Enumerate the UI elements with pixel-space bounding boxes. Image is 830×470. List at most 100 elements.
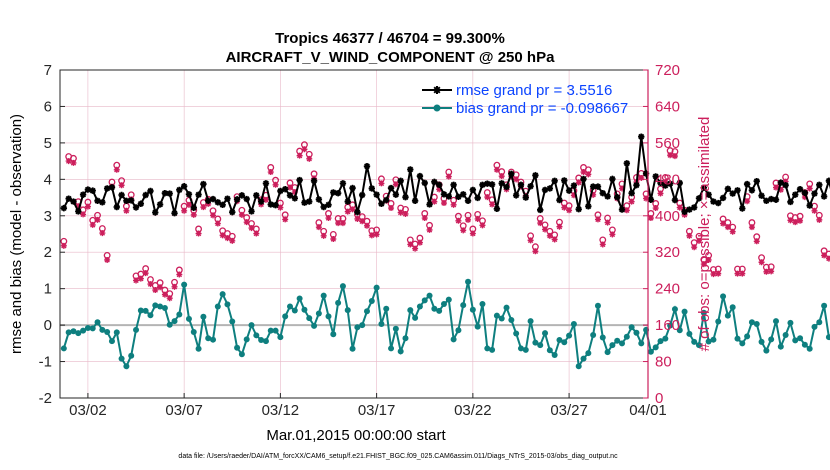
y-axis-label-left: rmse and bias (model - observation) — [8, 114, 25, 354]
rmse-point — [748, 187, 756, 194]
bias-point — [262, 338, 269, 345]
bias-point — [253, 332, 260, 339]
rmse-point — [493, 205, 501, 213]
bias-point — [623, 333, 630, 340]
obs-assimilated-point — [561, 204, 568, 211]
bias-point — [70, 328, 77, 335]
bias-point — [224, 301, 231, 308]
rmse-point — [94, 197, 101, 205]
bias-point — [455, 327, 462, 334]
rmse-point — [580, 175, 587, 183]
rmse-point — [431, 178, 438, 186]
bias-point — [335, 299, 342, 306]
bias-point — [118, 355, 125, 362]
rmse-point — [185, 191, 193, 198]
obs-assimilated-point — [373, 231, 380, 238]
bias-point — [330, 331, 337, 338]
obs-assimilated-point — [267, 169, 274, 176]
rmse-point — [435, 181, 443, 188]
bias-point — [527, 318, 534, 325]
rmse-point — [75, 208, 82, 215]
bias-point — [652, 344, 659, 351]
y-tick-label-right: 560 — [655, 135, 680, 152]
bias-point — [503, 304, 510, 311]
obs-assimilated-point — [609, 231, 616, 238]
rmse-point — [450, 181, 457, 188]
rmse-point — [387, 184, 395, 192]
obs-assimilated-point — [253, 230, 260, 237]
obs-assimilated-point — [623, 207, 630, 214]
obs-assimilated-point — [75, 203, 82, 210]
obs-assimilated-point — [224, 235, 231, 242]
obs-assimilated-point — [368, 232, 375, 239]
bias-point — [599, 334, 606, 341]
obs-assimilated-point — [657, 190, 664, 197]
bias-point — [479, 300, 486, 307]
bias-point — [768, 336, 775, 343]
obs-assimilated-point — [157, 284, 164, 291]
rmse-point — [671, 196, 679, 204]
bias-point — [426, 292, 433, 299]
rmse-point — [209, 195, 217, 203]
bias-series — [60, 278, 830, 370]
obs-assimilated-point — [763, 268, 770, 275]
rmse-point — [344, 198, 351, 205]
obs-assimilated-point — [354, 215, 361, 222]
rmse-point — [570, 182, 578, 189]
obs-assimilated-point — [797, 217, 804, 224]
rmse-point — [633, 181, 640, 189]
bias-point — [219, 291, 226, 298]
legend-rmse-marker — [433, 86, 441, 94]
rmse-point — [176, 186, 183, 194]
obs-assimilated-point — [431, 198, 438, 205]
bias-point — [758, 338, 765, 345]
obs-assimilated-point — [570, 192, 577, 199]
obs-assimilated-point — [744, 198, 751, 205]
x-tick-label: 03/17 — [358, 402, 396, 419]
obs-assimilated-point — [590, 191, 597, 198]
rmse-point — [767, 195, 775, 203]
bias-point — [421, 297, 428, 304]
bias-point — [628, 324, 635, 331]
bias-point — [570, 321, 577, 328]
bias-point — [561, 339, 568, 346]
rmse-point — [532, 172, 539, 179]
bias-point — [440, 300, 447, 307]
bias-point — [508, 317, 515, 324]
rmse-point — [719, 194, 727, 202]
bias-point — [325, 313, 332, 320]
y-tick-label-left: 5 — [44, 135, 52, 152]
rmse-point — [763, 197, 770, 205]
bias-point — [825, 334, 830, 341]
obs-assimilated-point — [282, 216, 289, 223]
obs-assimilated-point — [161, 291, 168, 298]
rmse-point — [618, 206, 626, 213]
rmse-point — [474, 194, 481, 202]
rmse-point — [787, 198, 794, 206]
data-file-footnote: data file: /Users/raeder/DAI/ATM_forcXX/… — [178, 453, 618, 460]
rmse-point — [152, 209, 159, 216]
bias-point — [580, 355, 587, 362]
obs-assimilated-point — [768, 268, 775, 275]
obs-assimilated-point — [277, 204, 284, 211]
bias-point — [734, 335, 741, 342]
bias-point — [185, 315, 192, 322]
rmse-point — [820, 193, 828, 200]
rmse-point — [334, 189, 342, 197]
bias-point — [238, 351, 245, 358]
bias-point — [700, 309, 707, 316]
rmse-point — [729, 190, 736, 197]
obs-assimilated-point — [147, 281, 154, 288]
bias-point — [493, 312, 500, 319]
rmse-point — [79, 191, 87, 198]
bias-point — [157, 303, 164, 310]
obs-assimilated-point — [647, 215, 654, 222]
obs-assimilated-point — [542, 226, 549, 233]
bias-point — [537, 342, 544, 349]
y-tick-label-left: 4 — [44, 171, 52, 188]
obs-assimilated-point — [142, 270, 149, 277]
obs-assimilated-point — [243, 219, 250, 226]
obs-assimilated-point — [315, 224, 322, 231]
obs-assimilated-point — [493, 166, 500, 173]
x-tick-label: 03/27 — [550, 402, 588, 419]
